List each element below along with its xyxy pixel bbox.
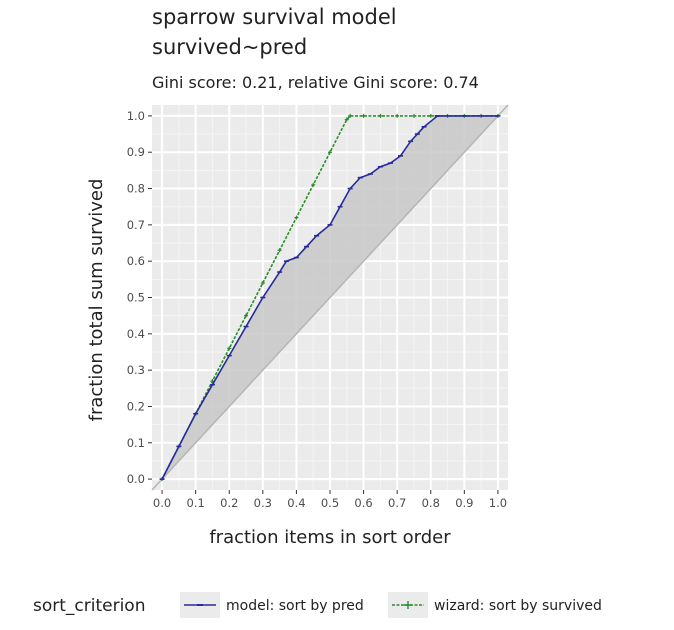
x-tick-label: 0.3 — [254, 496, 272, 510]
x-axis-ticks: 0.0 0.1 0.2 0.3 0.4 0.5 0.6 0.7 0.8 0.9 1.0 — [153, 490, 507, 510]
y-tick-label: 0.4 — [127, 327, 145, 341]
x-tick-label: 0.5 — [321, 496, 339, 510]
legend-title: sort_criterion — [33, 596, 145, 616]
point — [294, 215, 299, 220]
point — [244, 313, 249, 318]
diagonal-line — [151, 104, 509, 491]
x-tick-label: 0.4 — [287, 496, 305, 510]
point — [260, 280, 265, 285]
series-line — [161, 115, 498, 480]
x-tick-label: 0.9 — [455, 496, 473, 510]
chart-title: sparrow survival model — [152, 5, 397, 29]
y-tick-label: 0.0 — [127, 472, 145, 486]
point — [428, 113, 433, 118]
point — [311, 182, 316, 187]
y-tick-label: 0.5 — [127, 291, 145, 305]
point — [411, 113, 416, 118]
x-axis-label: fraction items in sort order — [209, 527, 451, 548]
point — [348, 113, 353, 118]
point — [277, 248, 282, 253]
series-layer — [159, 113, 501, 482]
x-tick-label: 0.0 — [153, 496, 171, 510]
y-tick-label: 0.2 — [127, 399, 145, 413]
x-tick-label: 0.6 — [354, 496, 372, 510]
y-tick-label: 0.9 — [127, 145, 145, 159]
legend-marker-wizard — [404, 601, 412, 609]
chart-title-line2: survived~pred — [152, 35, 307, 59]
point — [328, 150, 332, 155]
series-model — [159, 115, 501, 480]
diagonal-ref — [151, 104, 509, 491]
x-tick-label: 1.0 — [489, 496, 507, 510]
series-line — [161, 115, 498, 480]
point — [361, 113, 366, 118]
x-tick-label: 0.2 — [220, 496, 238, 510]
y-tick-label: 0.3 — [127, 363, 145, 377]
y-tick-label: 0.7 — [127, 218, 145, 232]
x-tick-label: 0.8 — [422, 496, 440, 510]
legend: sort_criterion model: sort by pred wizard:… — [33, 592, 602, 618]
point — [378, 113, 383, 118]
chart-subtitle: Gini score: 0.21, relative Gini score: 0… — [152, 73, 479, 92]
y-tick-label: 0.8 — [127, 182, 145, 196]
y-tick-label: 0.1 — [127, 436, 145, 450]
x-tick-label: 0.7 — [388, 496, 406, 510]
point — [344, 117, 349, 122]
y-tick-label: 0.6 — [127, 254, 145, 268]
y-axis-label: fraction total sum survived — [86, 179, 107, 422]
point — [227, 346, 232, 351]
x-tick-label: 0.1 — [187, 496, 205, 510]
legend-label-wizard: wizard: sort by survived — [434, 598, 602, 614]
point — [395, 113, 400, 118]
y-axis-ticks: 0.0 0.1 0.2 0.3 0.4 0.5 0.6 0.7 0.8 0.9 1.0 — [127, 109, 152, 486]
y-tick-label: 1.0 — [127, 109, 145, 123]
legend-label-model: model: sort by pred — [226, 598, 364, 614]
